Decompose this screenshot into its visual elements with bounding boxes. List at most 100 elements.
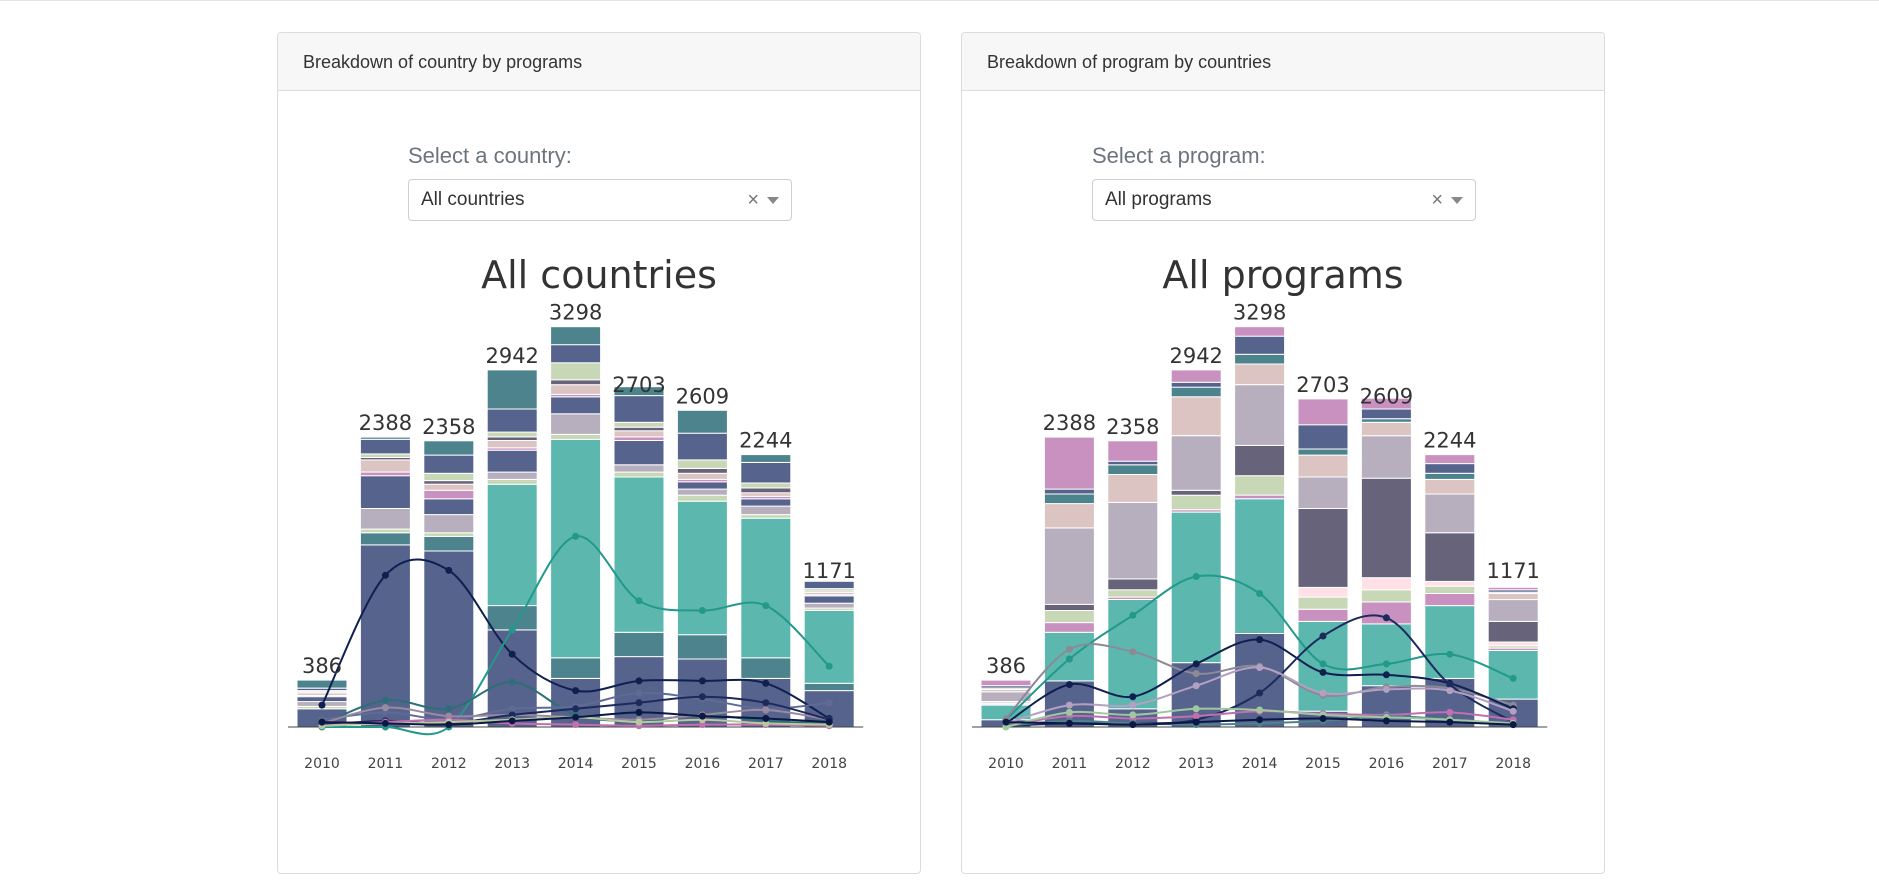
bar-segment (676, 634, 728, 660)
bar-segment (296, 679, 348, 689)
bar-segment (1170, 386, 1222, 398)
bar-segment (1424, 605, 1476, 679)
series-point (1446, 687, 1454, 695)
program-select[interactable]: All programs × (1092, 179, 1476, 221)
bar-segment (423, 532, 475, 537)
bar-segment (423, 514, 475, 534)
total-label: 386 (986, 654, 1026, 678)
bar-segment (740, 498, 792, 507)
series-point (1256, 689, 1264, 697)
total-label: 2609 (676, 384, 729, 408)
country-chart: 386 2388 2358 2942 3298 2703 2609 2244 1171 2010 2… (288, 301, 864, 772)
card-header: Breakdown of country by programs (278, 33, 920, 91)
x-tick-label: 2016 (685, 756, 721, 772)
series-point (572, 532, 580, 540)
bar-segment (1297, 424, 1349, 450)
series-point (762, 602, 770, 610)
series-point (1129, 701, 1137, 709)
x-tick-label: 2010 (304, 756, 340, 772)
series-point (1319, 668, 1327, 676)
total-label: 386 (302, 654, 342, 678)
bar-segment (423, 535, 475, 552)
bar-segment (550, 384, 602, 395)
series-point (508, 650, 516, 658)
chart-title: All programs (1162, 253, 1404, 297)
series-point (1382, 717, 1390, 725)
bar-segment (1297, 448, 1349, 456)
series-point (1319, 632, 1327, 640)
series-point (381, 708, 389, 716)
clear-icon[interactable]: × (1431, 189, 1443, 211)
series-point (1319, 660, 1327, 668)
series-point (698, 712, 706, 720)
bar-segment (1107, 474, 1159, 503)
bar-segment (359, 508, 411, 530)
total-label: 2388 (359, 411, 412, 435)
bar-segment (1297, 586, 1349, 598)
series-point (318, 718, 326, 726)
series-point (1002, 718, 1010, 726)
bar-segment (1043, 603, 1095, 612)
total-label: 2703 (1296, 373, 1349, 397)
bar-segment (613, 426, 665, 432)
bar-stack (486, 369, 538, 728)
chevron-down-icon[interactable] (767, 197, 779, 204)
bar-segment (1424, 463, 1476, 474)
bar-segment (1297, 454, 1349, 478)
bar-segment (676, 472, 728, 480)
bar-segment (1424, 493, 1476, 534)
bar-segment (486, 478, 538, 485)
bar-segment (423, 480, 475, 485)
total-label: 3298 (549, 301, 602, 325)
bar-segment (613, 464, 665, 473)
series-point (1129, 693, 1137, 701)
clear-icon[interactable]: × (747, 189, 759, 211)
bar-segment (613, 476, 665, 633)
chevron-down-icon[interactable] (1451, 197, 1463, 204)
bar-segment (613, 386, 665, 397)
bar-segment (550, 438, 602, 659)
series-point (445, 566, 453, 574)
bar-segment (423, 454, 475, 474)
series-point (445, 721, 453, 729)
series-point (1446, 650, 1454, 658)
bar-segment (359, 459, 411, 473)
bar-segment (423, 489, 475, 500)
series-point (381, 571, 389, 579)
bar-segment (676, 500, 728, 636)
bar-segment (1043, 493, 1095, 505)
series-point (381, 696, 389, 704)
bar-segment (550, 344, 602, 364)
series-point (508, 705, 516, 713)
series-point (698, 721, 706, 729)
total-label: 1171 (1486, 559, 1539, 583)
series-point (762, 719, 770, 727)
series-point (635, 718, 643, 726)
series-point (1256, 590, 1264, 597)
series-point (381, 719, 389, 727)
bar-segment (740, 482, 792, 489)
bar-segment (740, 657, 792, 679)
bar-segment (803, 610, 855, 684)
country-select[interactable]: All countries × (408, 179, 792, 221)
series-point (1002, 723, 1010, 731)
bar-segment (613, 430, 665, 438)
total-label: 2942 (485, 344, 538, 368)
bar-segment (423, 498, 475, 516)
x-tick-label: 2016 (1369, 756, 1405, 772)
bar-segment (486, 431, 538, 438)
bar-segment (1424, 580, 1476, 587)
series-point (762, 715, 770, 722)
series-point (508, 711, 516, 719)
bar-segment (980, 679, 1032, 687)
card-header: Breakdown of program by countries (962, 33, 1604, 91)
series-point (1382, 614, 1390, 622)
bar-segment (676, 467, 728, 474)
series-point (1129, 721, 1137, 729)
series-point (635, 689, 643, 697)
series-point (1319, 689, 1327, 697)
bar-segment (1297, 476, 1349, 509)
series-point (508, 678, 516, 686)
bar-segment (1487, 599, 1539, 622)
bar-segment (486, 369, 538, 410)
